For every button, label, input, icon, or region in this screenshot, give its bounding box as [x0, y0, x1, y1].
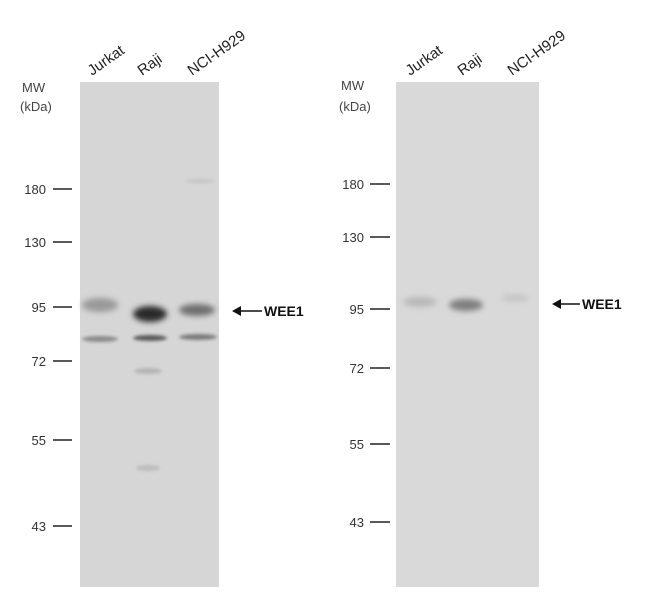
- arrow-head: [232, 306, 241, 316]
- marker-label: 95: [350, 302, 364, 317]
- bands: [82, 179, 217, 471]
- target-label: WEE1: [582, 296, 622, 312]
- lane-label: Raji: [455, 51, 486, 80]
- marker-label: 130: [24, 235, 46, 250]
- lane-label: Raji: [135, 51, 166, 80]
- unit-label: (kDa): [339, 99, 371, 114]
- marker-label: 43: [350, 515, 364, 530]
- lane-label: NCI-H929: [505, 27, 569, 79]
- marker-label: 72: [32, 354, 46, 369]
- marker-label: 72: [350, 361, 364, 376]
- marker-label: 180: [342, 177, 364, 192]
- lane-label: NCI-H929: [185, 27, 249, 79]
- gel-membrane: [396, 82, 539, 587]
- marker-label: 43: [32, 519, 46, 534]
- mw-label: MW: [22, 80, 46, 95]
- lane-label: Jurkat: [403, 41, 447, 79]
- marker-label: 180: [24, 182, 46, 197]
- mw-label: MW: [341, 78, 365, 93]
- marker-label: 95: [32, 300, 46, 315]
- marker-label: 55: [350, 437, 364, 452]
- lane-label: Jurkat: [85, 41, 129, 79]
- unit-label: (kDa): [20, 99, 52, 114]
- arrow-head: [552, 299, 561, 309]
- marker-label: 130: [342, 230, 364, 245]
- target-label: WEE1: [264, 303, 304, 319]
- bands: [403, 294, 529, 311]
- marker-label: 55: [32, 433, 46, 448]
